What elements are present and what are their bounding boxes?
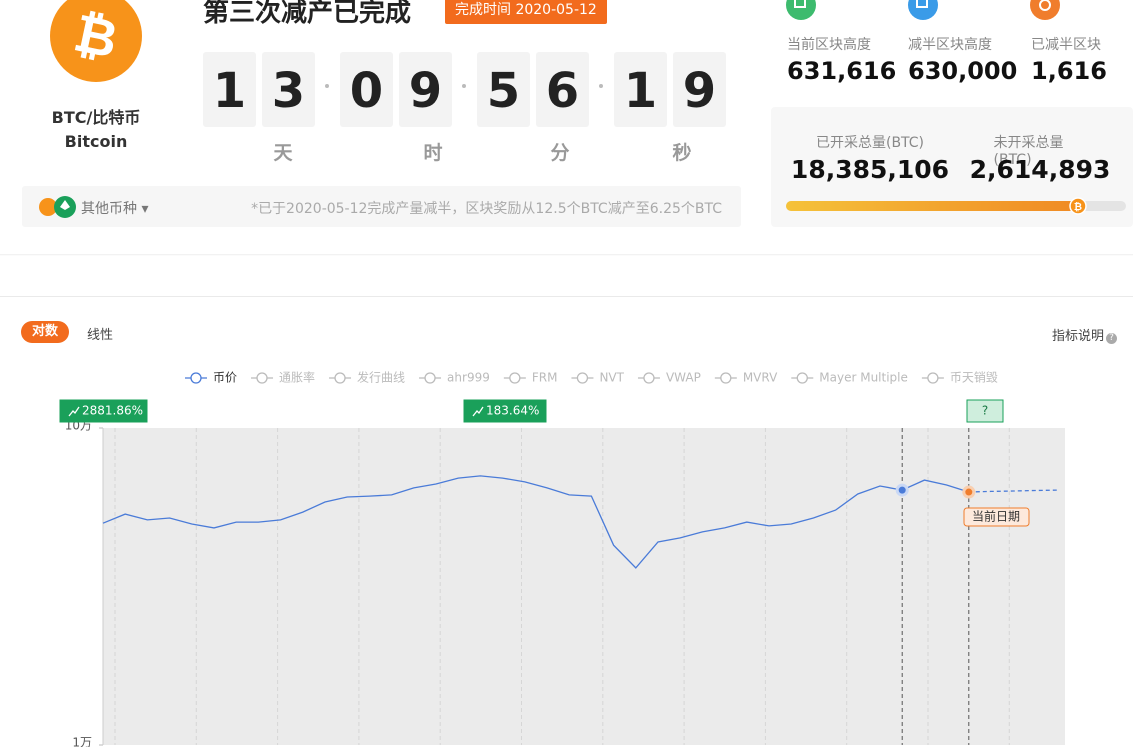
halving-note: *已于2020-05-12完成产量减半，区块奖励从12.5个BTC减产至6.25… — [251, 201, 722, 217]
countdown-digit: 1 — [614, 52, 667, 127]
countdown-digit: 1 — [203, 52, 256, 127]
svg-text:₿: ₿ — [1074, 201, 1082, 213]
legend-dot — [334, 372, 346, 384]
stat-value: 1,616 — [1031, 57, 1107, 85]
supply-label: 未开采总量(BTC) — [993, 135, 1064, 168]
indicator-help-label[interactable]: 指标说明 — [1052, 329, 1105, 344]
legend-dot — [576, 372, 589, 384]
countdown-colon — [325, 84, 329, 88]
legend-label[interactable]: NVT — [599, 371, 624, 385]
countdown-unit: 分 — [550, 142, 570, 164]
btc-logo: ₿ — [50, 0, 142, 82]
legend-label[interactable]: 发行曲线 — [357, 370, 405, 385]
coin-switch[interactable]: 其他币种 ▾ — [81, 201, 149, 217]
coin-symbol: BTC/比特币 — [51, 108, 141, 127]
countdown-digit: 6 — [536, 52, 589, 127]
countdown-colon — [599, 84, 603, 88]
stat-value: 631,616 — [787, 57, 897, 85]
legend-label[interactable]: FRM — [532, 371, 558, 385]
supply-value: 18,385,106 — [790, 155, 950, 184]
annotation-text: ? — [982, 404, 988, 418]
halving-point — [895, 483, 909, 497]
legend-label[interactable]: ahr999 — [447, 371, 490, 385]
countdown-digit: 5 — [477, 52, 530, 127]
progress-track — [786, 201, 1126, 211]
supply-value: 2,614,893 — [969, 155, 1111, 184]
annotation-box — [463, 399, 547, 423]
legend-label[interactable]: Mayer Multiple — [819, 371, 908, 385]
legend-label[interactable]: MVRV — [743, 371, 778, 385]
done-badge: 完成时间 2020-05-12 — [445, 0, 607, 24]
projection-line — [968, 489, 1058, 493]
countdown-colon — [462, 84, 466, 88]
stat-label: 已减半区块 — [1031, 37, 1101, 53]
annotation-arrow — [472, 406, 484, 417]
section-shadow — [0, 254, 1133, 256]
supply-label: 已开采总量(BTC) — [815, 135, 925, 151]
annotation-text: 183.64% — [486, 404, 539, 418]
progress-fill — [786, 201, 1078, 211]
annotation-arrow — [68, 406, 80, 417]
plot-background — [103, 428, 1065, 745]
countdown-unit: 秒 — [672, 142, 692, 164]
annotation-text: 2881.86% — [82, 404, 143, 418]
legend-dot — [509, 372, 521, 384]
countdown-unit: 时 — [423, 142, 443, 164]
legend-dot — [190, 372, 202, 384]
countdown-digit: 9 — [399, 52, 452, 127]
indicator-help[interactable]: 指标说明? — [1052, 325, 1118, 344]
info-bar: 其他币种 ▾ *已于2020-05-12完成产量减半，区块奖励从12.5个BTC… — [22, 186, 741, 227]
section-divider — [0, 296, 1133, 297]
progress-knob: ₿ — [1069, 197, 1087, 215]
coin-switch-label[interactable]: 其他币种 — [81, 201, 137, 217]
countdown-digit: 9 — [673, 52, 726, 127]
current-date-label: 当前日期 — [972, 509, 1020, 524]
legend-label[interactable]: 币价 — [213, 371, 237, 385]
legend-label[interactable]: 币天销毁 — [950, 370, 998, 385]
annotation-box — [966, 399, 1004, 423]
countdown-digit: 0 — [340, 52, 393, 127]
legend-label[interactable]: VWAP — [666, 371, 701, 385]
price-line — [102, 475, 969, 569]
legend-dot — [796, 372, 808, 384]
stat-icons — [786, 0, 1060, 20]
annotation-box — [59, 399, 148, 423]
current-date-box — [963, 507, 1030, 527]
stat-value: 630,000 — [908, 57, 1018, 85]
tab-linear[interactable]: 线性 — [87, 328, 114, 343]
legend-dot — [424, 372, 436, 384]
y-tick-label: 1万 — [72, 736, 92, 747]
help-icon[interactable]: ? — [1106, 333, 1118, 344]
legend-dot — [927, 372, 939, 384]
legend-label[interactable]: 通胀率 — [279, 370, 315, 385]
legend-dot — [720, 372, 732, 384]
coin-icons — [39, 196, 76, 218]
coin-name: Bitcoin — [64, 132, 128, 151]
countdown-unit: 天 — [273, 142, 293, 164]
stat-label: 当前区块高度 — [787, 37, 871, 53]
stat-label: 减半区块高度 — [908, 37, 992, 53]
legend-dot — [256, 372, 268, 384]
page-title: 第三次减产已完成 — [203, 0, 412, 28]
legend-dot — [643, 372, 655, 384]
current-point — [962, 485, 976, 499]
tab-log[interactable]: 对数 — [21, 321, 69, 343]
countdown-digit: 3 — [262, 52, 315, 127]
